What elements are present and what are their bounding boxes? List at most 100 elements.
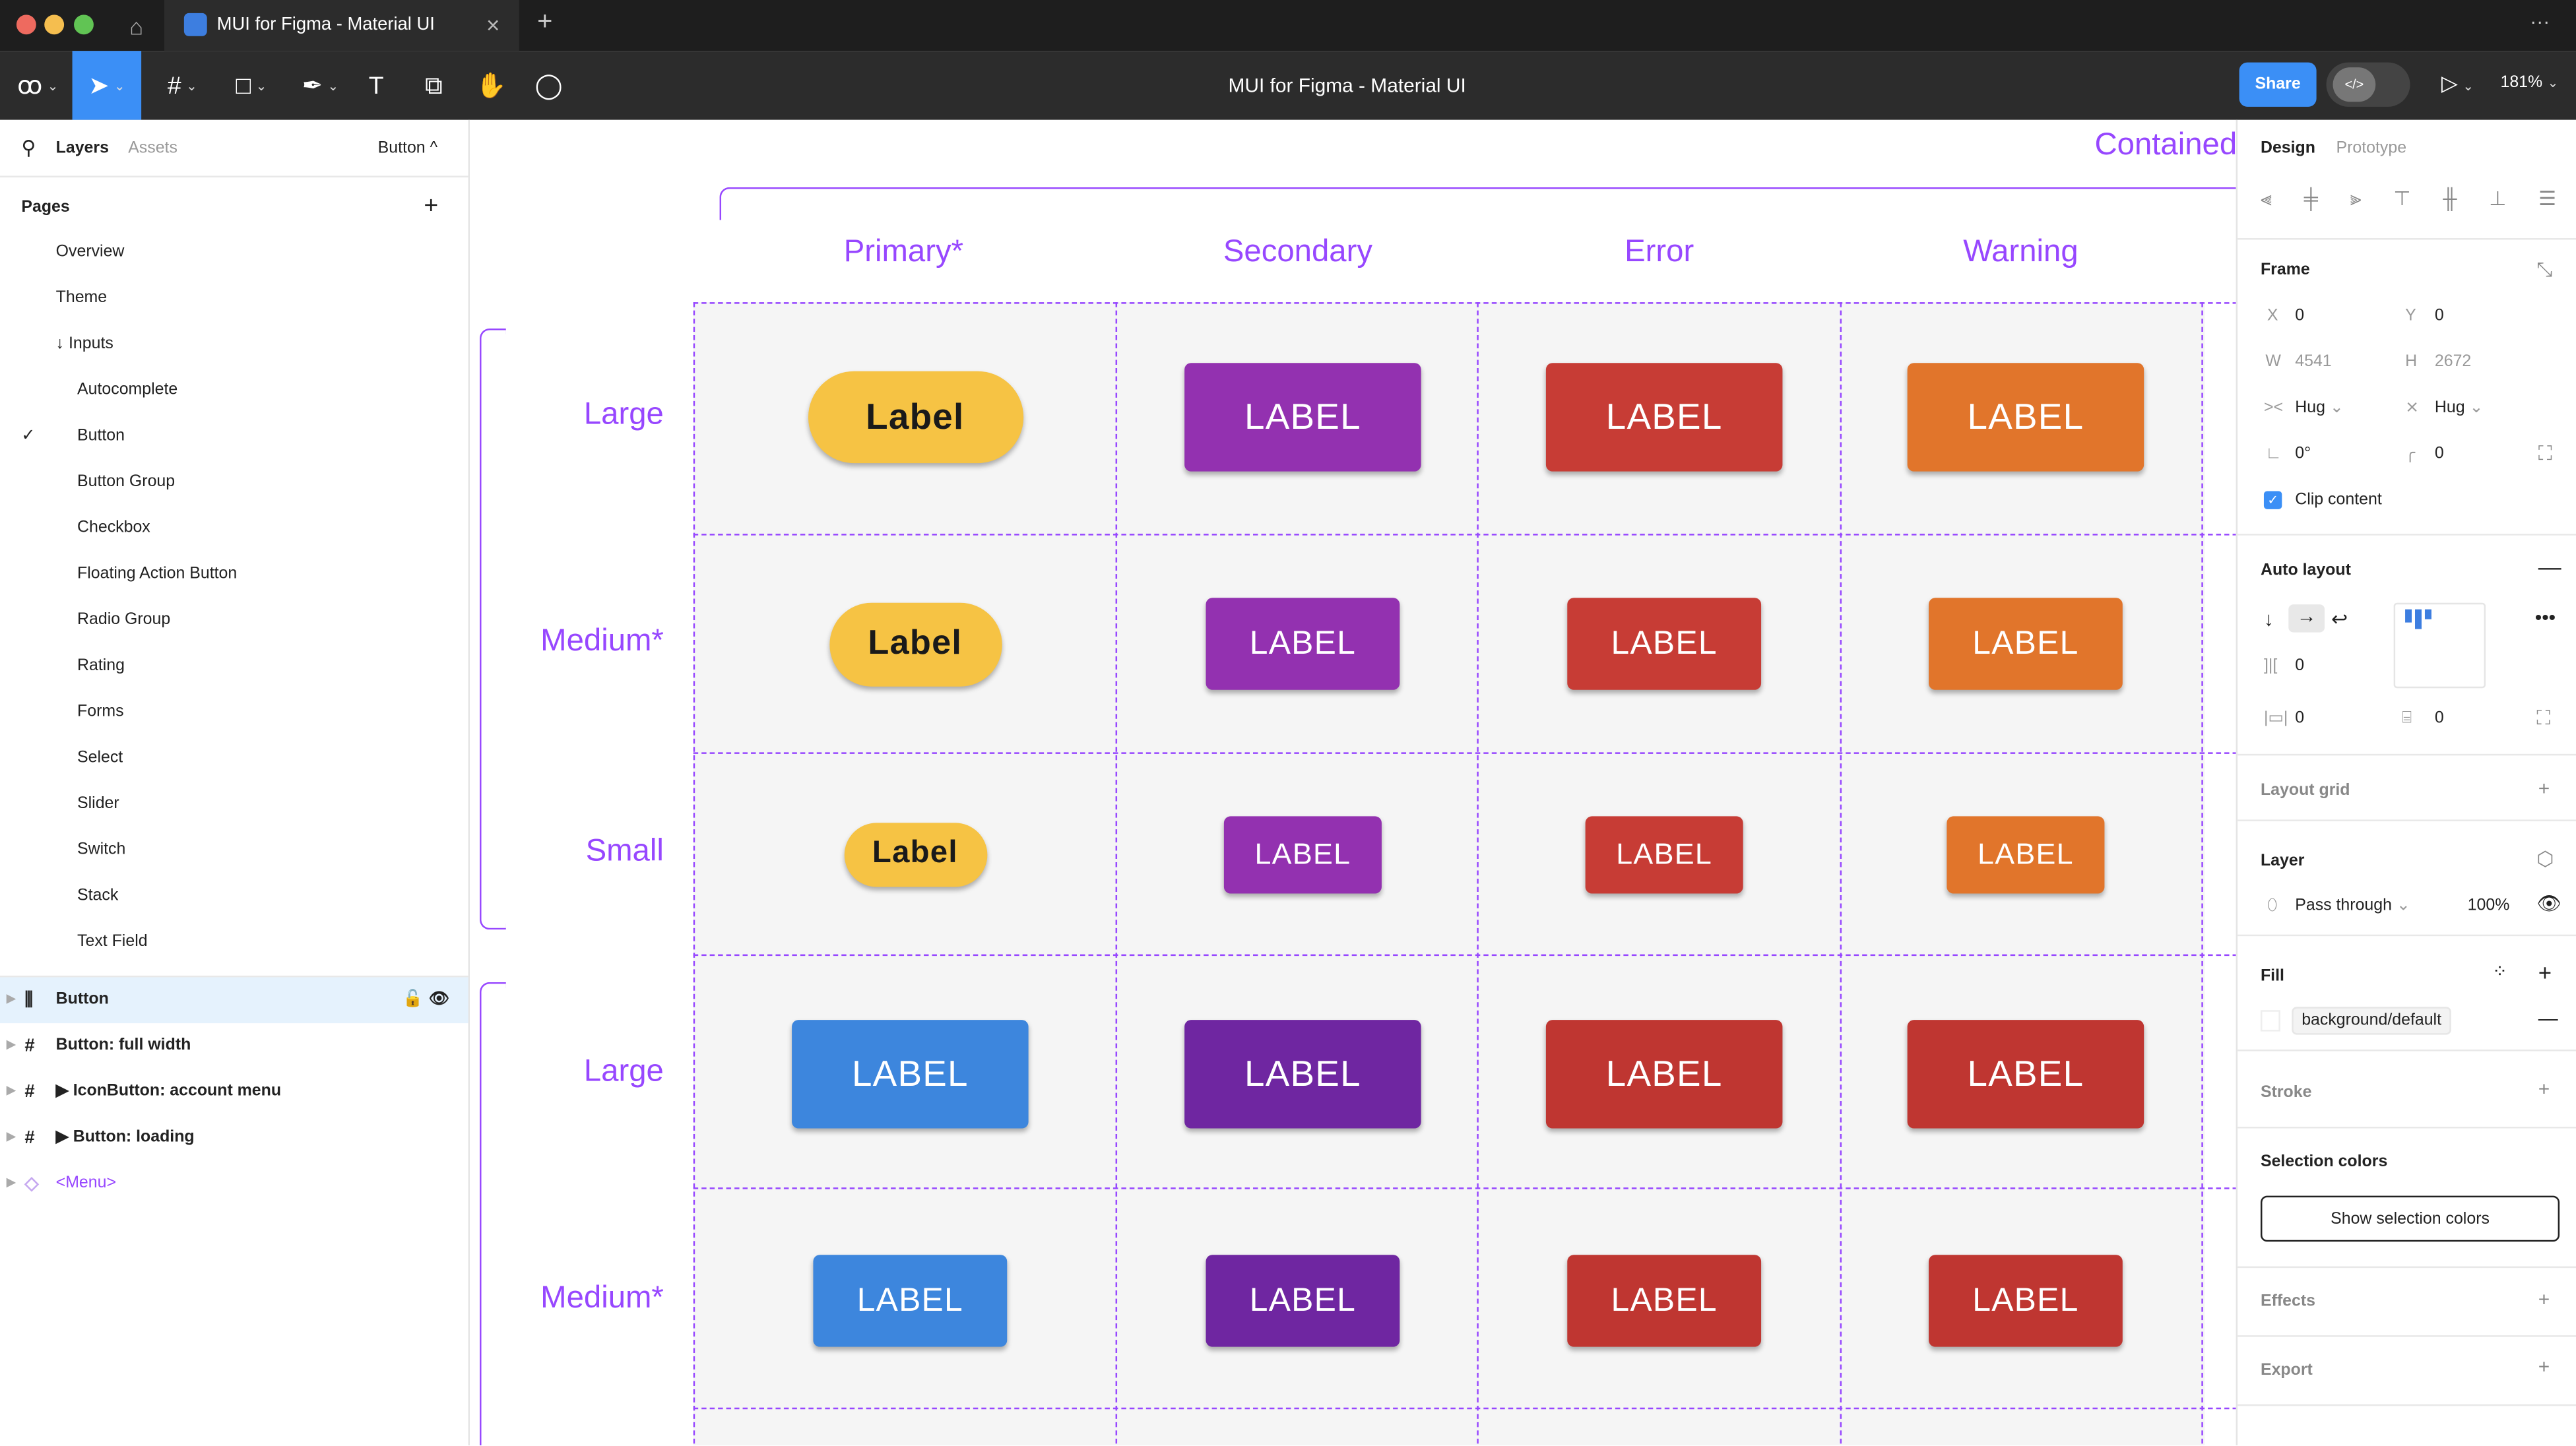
page-item[interactable]: Text Field [0, 920, 468, 966]
page-item[interactable]: Floating Action Button [0, 552, 468, 598]
show-selection-colors-button[interactable]: Show selection colors [2260, 1195, 2560, 1242]
page-item[interactable]: Stack [0, 874, 468, 920]
button-variant[interactable]: LABEL [1567, 598, 1762, 690]
layer-row[interactable]: ▶ # ▶ Button: loading [0, 1116, 468, 1162]
pen-tool-button[interactable]: ✒ ⌄ [289, 51, 352, 120]
vertical-direction-icon[interactable]: ↓ [2263, 608, 2274, 631]
button-variant[interactable]: LABEL [1545, 1020, 1783, 1129]
gap-input[interactable]: 0 [2295, 656, 2305, 676]
fill-swatch[interactable] [2260, 1010, 2280, 1032]
expand-arrow-icon[interactable]: ▶ [6, 1178, 16, 1189]
hand-tool-button[interactable]: ✋ [473, 51, 509, 120]
button-variant[interactable]: LABEL [1223, 815, 1382, 893]
button-variant[interactable]: LABEL [1929, 1255, 2123, 1347]
button-variant[interactable]: LABEL [1907, 1020, 2144, 1129]
tab-prototype[interactable]: Prototype [2336, 139, 2407, 158]
align-bottom-icon[interactable]: ⊥ [2489, 187, 2507, 210]
tab-design[interactable]: Design [2260, 139, 2315, 158]
button-variant[interactable]: LABEL [1545, 363, 1783, 472]
height-hug-dropdown[interactable]: Hug ⌄ [2434, 399, 2484, 418]
component-icon[interactable]: ⬡ [2536, 847, 2554, 871]
button-variant[interactable]: LABEL [1206, 598, 1400, 690]
move-tool-button[interactable]: ➤ ⌄ [72, 51, 142, 120]
remove-auto-layout-icon[interactable]: — [2538, 553, 2561, 580]
minimize-window-button[interactable] [44, 15, 65, 35]
expand-arrow-icon[interactable]: ▶ [6, 1131, 16, 1143]
button-variant[interactable]: Label [807, 371, 1023, 464]
expand-arrow-icon[interactable]: ▶ [6, 1085, 16, 1098]
layer-row[interactable]: ▶ ◇ <Menu> [0, 1161, 468, 1207]
rotation-input[interactable]: 0° [2295, 445, 2311, 464]
style-icon[interactable]: ⁘ [2492, 962, 2507, 982]
canvas[interactable]: Contained Primary* Secondary Error Warning L… [470, 119, 2236, 1446]
dev-mode-toggle[interactable]: </> [2326, 62, 2410, 107]
button-variant[interactable]: LABEL [1184, 1020, 1421, 1129]
more-icon[interactable]: ··· [2530, 9, 2550, 33]
fill-style-chip[interactable]: background/default [2292, 1007, 2451, 1035]
button-variant[interactable]: LABEL [792, 1020, 1029, 1129]
radius-input[interactable]: 0 [2434, 445, 2444, 464]
new-tab-button[interactable]: + [537, 8, 553, 36]
button-variant[interactable]: LABEL [1907, 363, 2144, 472]
independent-corners-icon[interactable]: ⛶ [2538, 441, 2552, 465]
opacity-input[interactable]: 100% [2467, 896, 2510, 915]
expand-arrow-icon[interactable]: ▶ [6, 993, 16, 1005]
resources-button[interactable]: ⧉ [416, 51, 452, 120]
wrap-icon[interactable]: ↩ [2331, 608, 2348, 631]
tab-assets[interactable]: Assets [128, 139, 177, 158]
tab-layers[interactable]: Layers [55, 139, 109, 158]
button-variant[interactable]: Label [829, 602, 1002, 686]
close-tab-icon[interactable]: × [486, 11, 500, 38]
expand-arrow-icon[interactable]: ▶ [6, 1040, 16, 1052]
eye-icon[interactable]: 👁 [2536, 891, 2562, 915]
vertical-padding-input[interactable]: 0 [2434, 709, 2444, 728]
lock-icon[interactable]: 🔓 [402, 990, 424, 1009]
align-left-icon[interactable]: ⫷ [2260, 187, 2272, 210]
x-input[interactable]: 0 [2295, 307, 2305, 325]
align-right-icon[interactable]: ⫸ [2350, 187, 2362, 210]
page-item[interactable]: ↓ Inputs [0, 322, 468, 368]
add-effect-button[interactable]: + [2538, 1288, 2550, 1311]
individual-padding-icon[interactable]: ⛶ [2536, 706, 2551, 730]
main-menu-button[interactable]: ꝏ ⌄ [7, 51, 69, 120]
page-item[interactable]: Theme [0, 276, 468, 322]
align-top-icon[interactable]: ⊤ [2393, 187, 2411, 210]
present-button[interactable]: ▷ ⌄ [2441, 71, 2474, 96]
button-variant[interactable]: LABEL [1206, 1255, 1400, 1347]
shape-tool-button[interactable]: □ ⌄ [236, 71, 267, 100]
button-variant[interactable]: LABEL [1184, 363, 1421, 472]
page-selector[interactable]: Button ^ [377, 139, 438, 158]
page-item[interactable]: Slider [0, 782, 468, 828]
button-variant[interactable]: Label [843, 822, 987, 887]
horizontal-direction-icon[interactable]: → [2288, 604, 2325, 633]
file-tab[interactable]: MUI for Figma - Material UI × [164, 0, 519, 51]
frame-title[interactable]: Frame [2260, 261, 2310, 280]
page-item[interactable]: Autocomplete [0, 368, 468, 414]
page-item[interactable]: Rating [0, 644, 468, 690]
clip-content-checkbox[interactable]: ✓ [2263, 491, 2282, 509]
comment-tool-button[interactable]: ◯ [531, 51, 567, 120]
button-variant[interactable]: LABEL [1929, 598, 2123, 690]
horizontal-padding-input[interactable]: 0 [2295, 709, 2305, 728]
page-item[interactable]: Select [0, 736, 468, 782]
button-variant[interactable]: LABEL [1585, 815, 1743, 893]
button-variant[interactable]: LABEL [813, 1255, 1008, 1347]
close-window-button[interactable] [16, 15, 36, 35]
add-layout-grid-button[interactable]: + [2538, 776, 2550, 800]
layer-row[interactable]: ▶ # ▶ IconButton: account menu [0, 1069, 468, 1116]
frame-tool-button[interactable]: # ⌄ [167, 71, 197, 100]
page-item[interactable]: Checkbox [0, 506, 468, 552]
blend-mode-dropdown[interactable]: Pass through ⌄ [2295, 896, 2410, 915]
page-item[interactable]: Switch [0, 828, 468, 874]
page-item[interactable]: Button Group [0, 460, 468, 506]
file-title[interactable]: MUI for Figma - Material UI [1228, 74, 1466, 97]
y-input[interactable]: 0 [2434, 307, 2444, 325]
layer-row[interactable]: ▶ ⫼ Button 🔓 👁 [0, 977, 468, 1024]
maximize-window-button[interactable] [74, 15, 94, 35]
search-icon[interactable]: ⚲ [21, 136, 36, 160]
alignment-grid[interactable] [2393, 602, 2486, 689]
page-item[interactable]: Radio Group [0, 598, 468, 644]
page-item[interactable]: Overview [0, 230, 468, 276]
align-middle-icon[interactable]: ╫ [2443, 187, 2457, 210]
home-icon[interactable]: ⌂ [129, 12, 144, 39]
